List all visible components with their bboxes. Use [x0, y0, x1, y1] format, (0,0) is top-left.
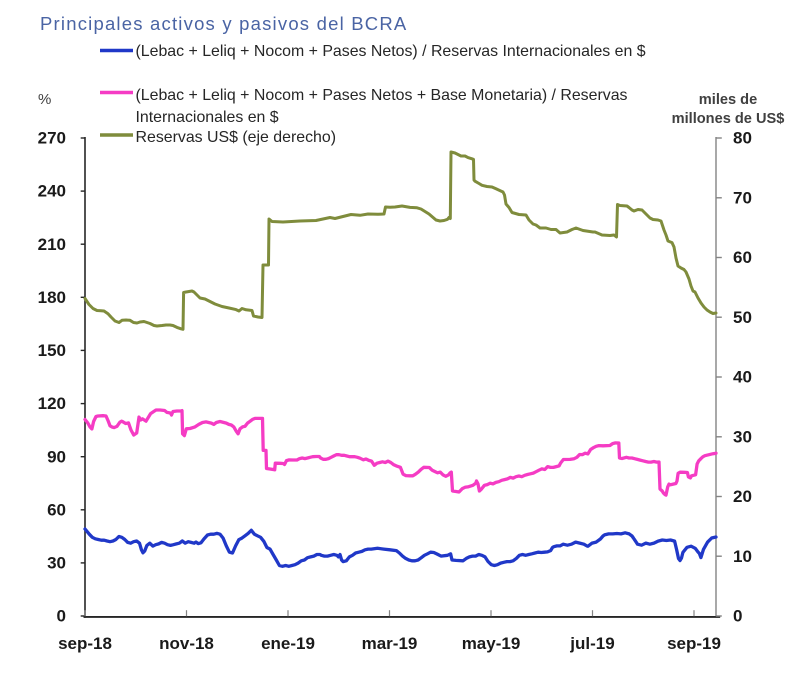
svg-text:210: 210	[38, 235, 66, 254]
svg-text:0: 0	[57, 607, 66, 626]
svg-text:90: 90	[47, 447, 66, 466]
svg-text:270: 270	[38, 129, 66, 148]
svg-text:Principales activos y pasivos: Principales activos y pasivos del BCRA	[40, 13, 407, 34]
svg-text:40: 40	[733, 368, 752, 387]
svg-text:sep-19: sep-19	[667, 634, 721, 653]
svg-text:240: 240	[38, 182, 66, 201]
svg-text:30: 30	[47, 554, 66, 573]
svg-text:%: %	[38, 91, 51, 108]
svg-text:Internacionales en $: Internacionales en $	[136, 109, 279, 126]
svg-text:jul-19: jul-19	[569, 634, 614, 653]
svg-text:nov-18: nov-18	[159, 634, 214, 653]
svg-text:180: 180	[38, 288, 66, 307]
svg-text:60: 60	[47, 500, 66, 519]
svg-text:120: 120	[38, 394, 66, 413]
svg-text:30: 30	[733, 427, 752, 446]
svg-text:10: 10	[733, 547, 752, 566]
svg-text:20: 20	[733, 487, 752, 506]
svg-text:may-19: may-19	[462, 634, 521, 653]
svg-text:miles de: miles de	[699, 92, 757, 108]
svg-text:ene-19: ene-19	[261, 634, 315, 653]
svg-text:60: 60	[733, 248, 752, 267]
svg-text:Reservas US$ (eje derecho): Reservas US$ (eje derecho)	[136, 129, 337, 146]
svg-text:80: 80	[733, 129, 752, 148]
svg-text:(Lebac + Leliq + Nocom + Pases: (Lebac + Leliq + Nocom + Pases Netos) / …	[136, 43, 646, 60]
svg-text:0: 0	[733, 607, 742, 626]
svg-text:150: 150	[38, 341, 66, 360]
svg-text:mar-19: mar-19	[362, 634, 418, 653]
svg-text:(Lebac + Leliq + Nocom + Pases: (Lebac + Leliq + Nocom + Pases Netos + B…	[136, 87, 628, 104]
svg-text:70: 70	[733, 188, 752, 207]
svg-text:50: 50	[733, 308, 752, 327]
svg-text:sep-18: sep-18	[58, 634, 112, 653]
svg-text:millones de US$: millones de US$	[672, 111, 785, 127]
